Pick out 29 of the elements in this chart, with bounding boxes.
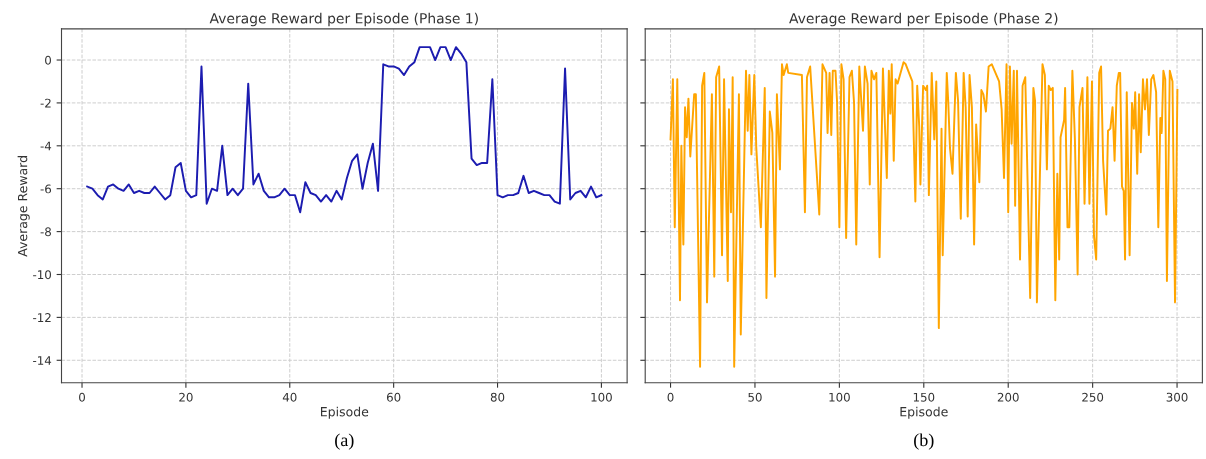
y-tick-label: -14 [33, 356, 52, 365]
x-axis-title: Episode [320, 406, 369, 419]
y-tick-label: 0 [45, 55, 51, 65]
y-tick-label: -10 [33, 270, 51, 280]
y-axis-title: Average Reward [17, 156, 30, 257]
text: (b) [914, 433, 934, 450]
x-tick-label: 20 [179, 392, 193, 402]
x-tick-label: 300 [1166, 392, 1188, 402]
x-tick-label: 60 [386, 392, 401, 402]
text: (a) [335, 433, 354, 450]
x-tick-label: 40 [282, 392, 297, 402]
chart-title: Average Reward per Episode (Phase 1) [209, 12, 478, 27]
y-tick-label: -6 [40, 184, 52, 194]
y-tick-label: -12 [33, 313, 51, 322]
x-tick-label: 50 [748, 392, 762, 402]
chart-title: Average Reward per Episode (Phase 2) [789, 12, 1058, 27]
x-tick-label: 200 [997, 392, 1019, 402]
x-tick-label: 80 [490, 392, 505, 402]
x-tick-label: 100 [591, 392, 612, 402]
x-tick-label: 100 [829, 392, 850, 402]
x-tick-label: 0 [667, 392, 674, 402]
y-tick-label: -4 [40, 141, 52, 151]
x-tick-label: 250 [1082, 392, 1104, 402]
y-tick-label: -8 [40, 227, 51, 237]
x-tick-label: 150 [913, 392, 935, 402]
x-tick-label: 0 [79, 392, 85, 402]
y-tick-label: -2 [40, 98, 51, 108]
x-axis-title: Episode [900, 406, 948, 419]
line-series [86, 46, 603, 214]
